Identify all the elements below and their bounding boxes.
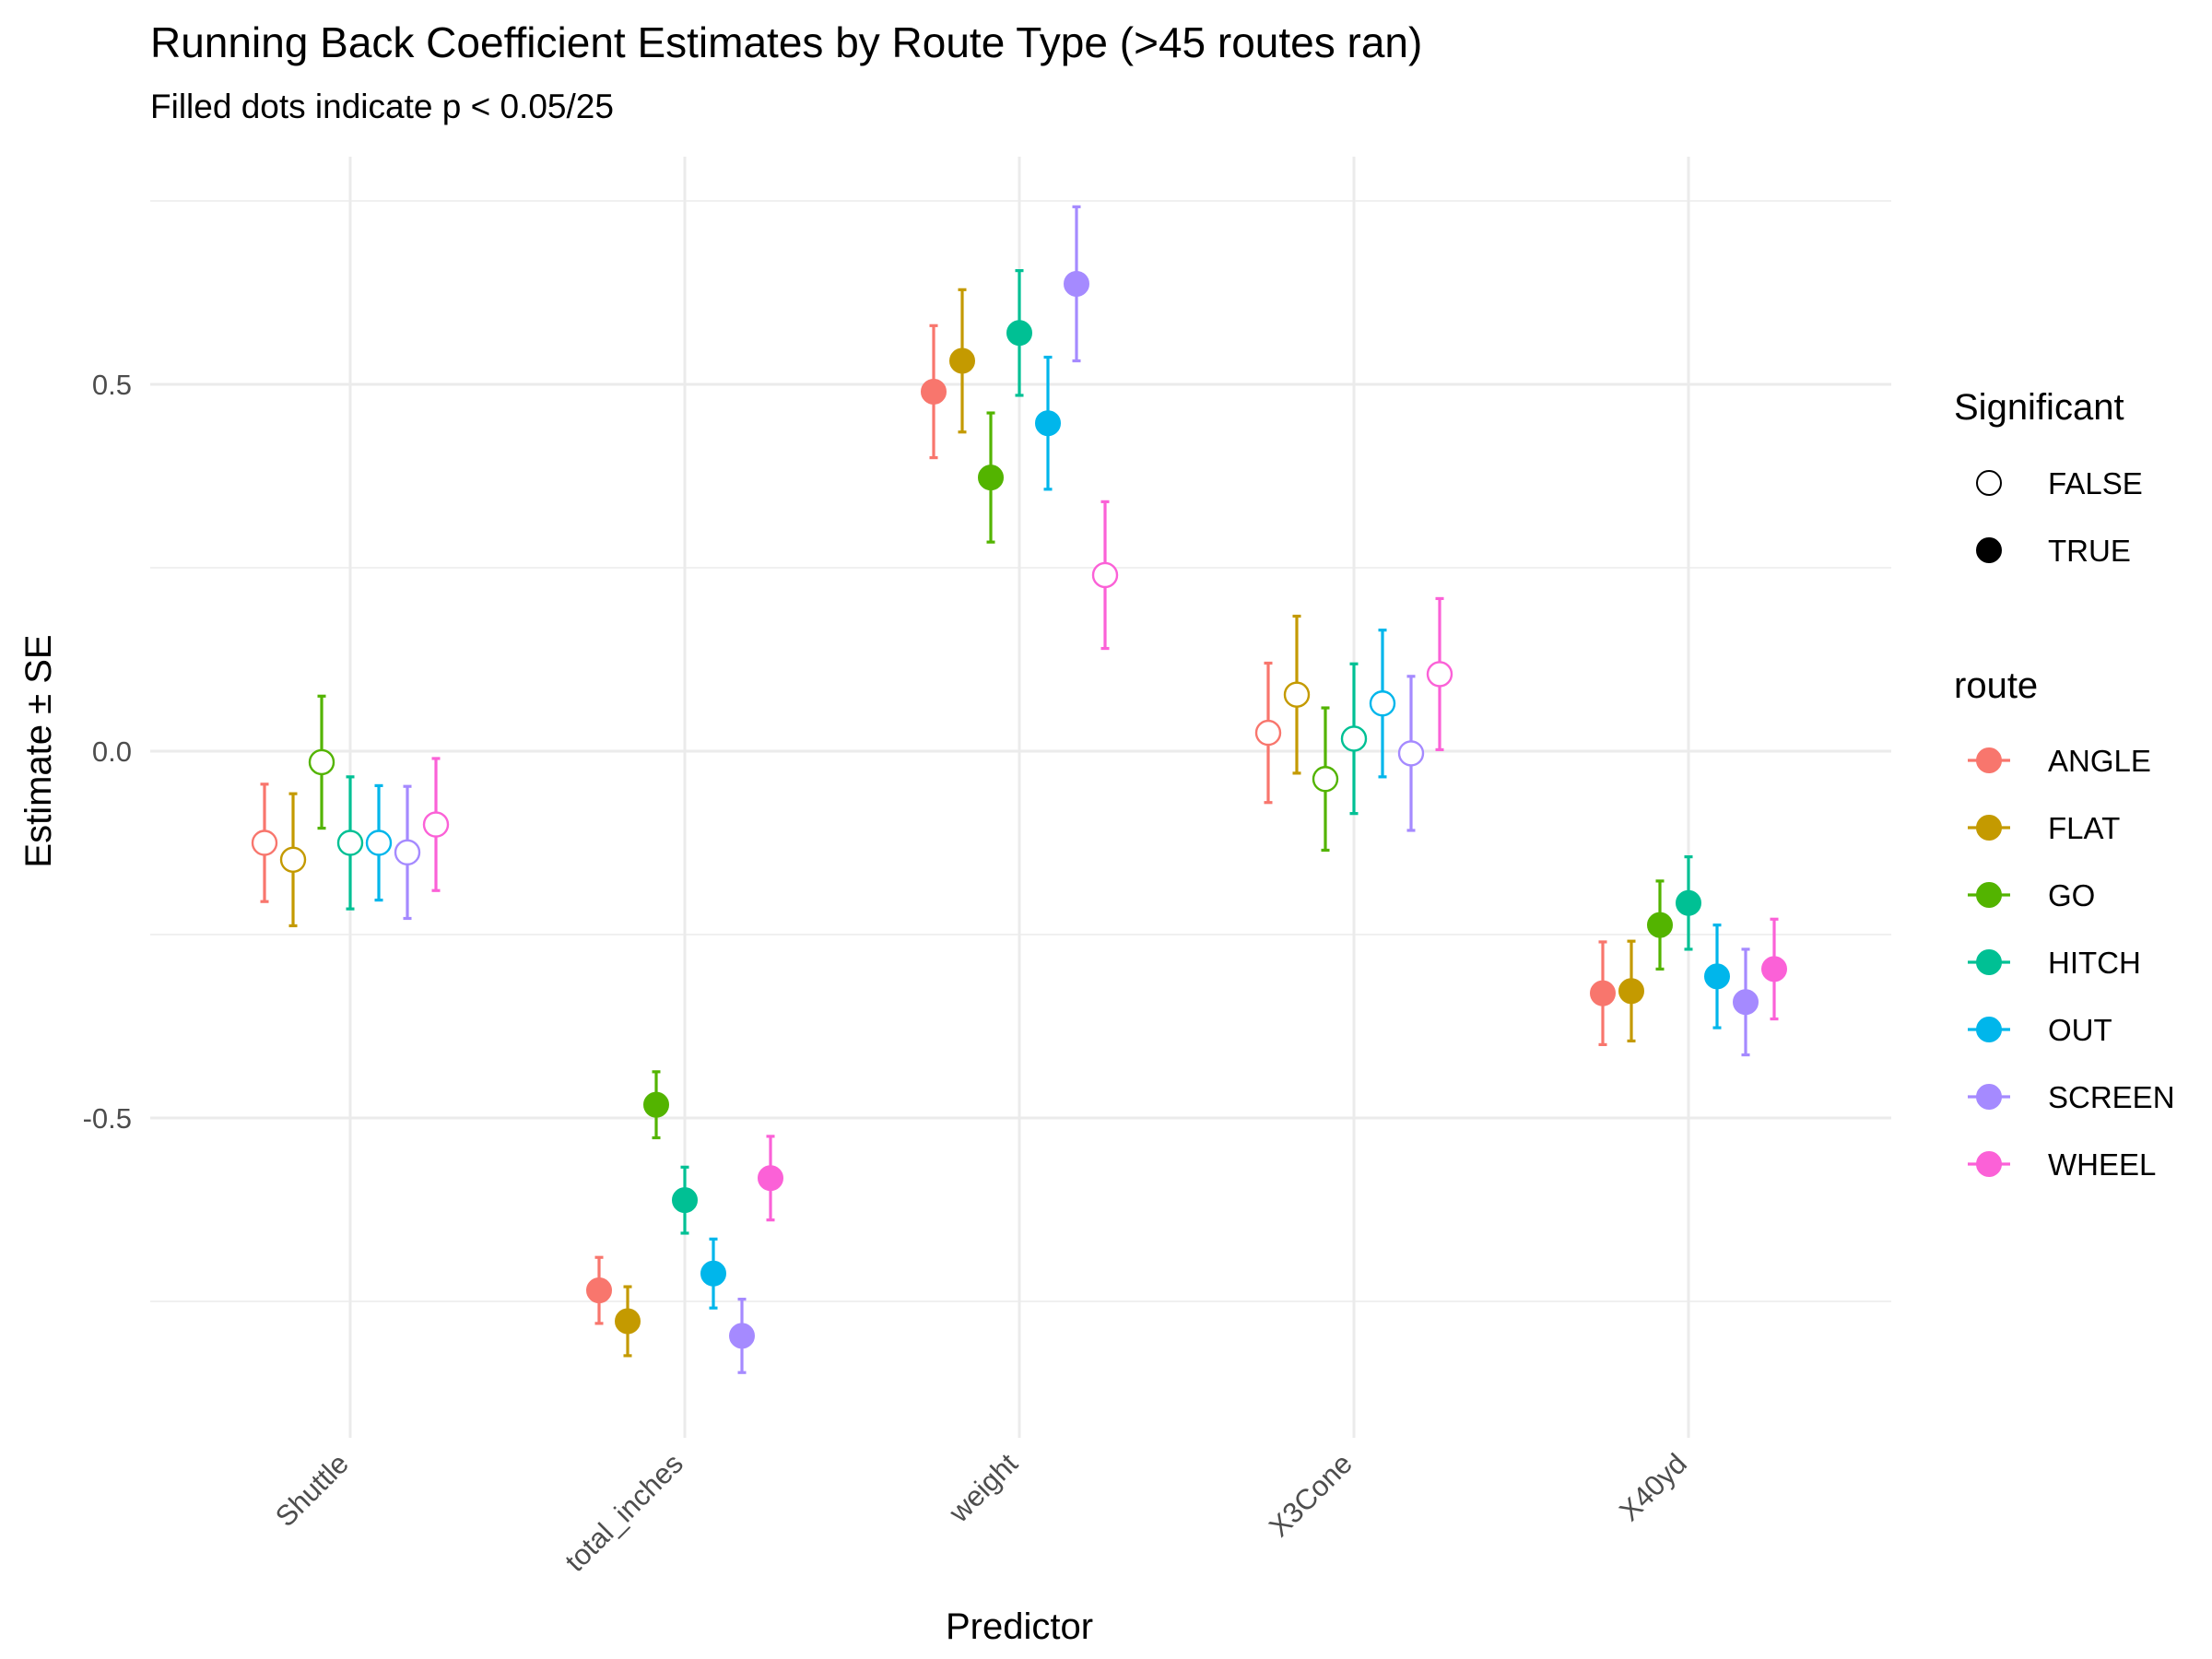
series-go xyxy=(308,411,1673,1140)
estimate-point xyxy=(1676,889,1701,916)
estimate-point xyxy=(700,1260,726,1287)
y-axis-title: Estimate ± SE xyxy=(18,634,59,867)
x-tick-labels: Shuttle total_inches weight X3Cone X40yd xyxy=(269,1447,1693,1578)
x-tick-label: Shuttle xyxy=(269,1447,355,1533)
estimate-point xyxy=(1761,956,1787,982)
x-axis-title: Predictor xyxy=(946,1606,1093,1647)
x-tick-label: X40yd xyxy=(1613,1447,1693,1527)
chart-subtitle: Filled dots indicate p < 0.05/25 xyxy=(150,88,614,125)
estimate-point xyxy=(586,1277,612,1304)
legend-significant-title: Significant xyxy=(1954,387,2124,428)
estimate-point xyxy=(978,465,1004,491)
estimate-point xyxy=(1283,681,1311,708)
estimate-point xyxy=(921,378,947,405)
estimate-point xyxy=(365,830,393,856)
x-tick-label: weight xyxy=(942,1447,1024,1529)
x-tick-label: total_inches xyxy=(559,1447,689,1578)
series-angle xyxy=(251,324,1616,1325)
estimate-point xyxy=(643,1091,669,1118)
legend-key-dot xyxy=(1976,1017,2002,1042)
series-wheel xyxy=(422,500,1787,1222)
legend-item-out: OUT xyxy=(1968,1013,2112,1047)
legend-key-dot xyxy=(1976,1151,2002,1177)
legend-label: TRUE xyxy=(2048,534,2131,568)
grid xyxy=(150,157,1891,1438)
legend-item-wheel: WHEEL xyxy=(1968,1147,2156,1182)
legend-key-dot xyxy=(1976,815,2002,841)
estimate-point xyxy=(1006,320,1032,347)
legend-item-go: GO xyxy=(1968,878,2095,912)
estimate-point xyxy=(758,1165,783,1192)
legend-label: OUT xyxy=(2048,1013,2112,1047)
legend-route: route ANGLE FLAT GO HITCH OUT SCREEN WHEEL xyxy=(1954,665,2175,1182)
estimate-point xyxy=(1369,690,1396,717)
estimate-point xyxy=(949,347,975,374)
legend-label: HITCH xyxy=(2048,946,2141,980)
legend-item-angle: ANGLE xyxy=(1968,744,2151,778)
estimate-point xyxy=(1091,561,1119,589)
legend-label: WHEEL xyxy=(2048,1147,2156,1182)
legend-key-dot xyxy=(1976,949,2002,975)
legend-key-dot xyxy=(1976,747,2002,773)
estimate-point xyxy=(1340,725,1368,752)
series-flat xyxy=(279,288,1644,1358)
legend-item-flat: FLAT xyxy=(1968,811,2120,845)
estimate-point xyxy=(251,830,278,856)
estimate-point xyxy=(1035,410,1061,437)
estimate-point xyxy=(1064,270,1089,297)
chart-title: Running Back Coefficient Estimates by Ro… xyxy=(150,18,1422,66)
legend-filled-dot xyxy=(1976,537,2002,563)
legend-item-hitch: HITCH xyxy=(1968,946,2141,980)
estimate-point xyxy=(1312,766,1339,793)
estimate-point xyxy=(1426,661,1453,688)
estimate-point xyxy=(279,846,307,874)
estimate-point xyxy=(308,748,335,776)
estimate-point xyxy=(1254,719,1282,747)
y-tick-labels: -0.5 0.0 0.5 xyxy=(83,369,132,1135)
estimate-point xyxy=(422,811,450,838)
y-tick-label: -0.5 xyxy=(83,1102,132,1135)
series-out xyxy=(365,355,1730,1310)
estimate-point xyxy=(1397,740,1425,767)
y-tick-label: 0.0 xyxy=(92,735,132,768)
estimate-point xyxy=(729,1323,755,1349)
legend-route-title: route xyxy=(1954,665,2038,706)
data-marks xyxy=(251,205,1787,1374)
legend-key-dot xyxy=(1976,1084,2002,1110)
estimate-point xyxy=(1733,989,1759,1016)
legend-label: ANGLE xyxy=(2048,744,2151,778)
estimate-point xyxy=(615,1308,641,1335)
estimate-point xyxy=(1647,912,1673,938)
legend-item-screen: SCREEN xyxy=(1968,1080,2175,1114)
y-tick-label: 0.5 xyxy=(92,369,132,401)
series-screen xyxy=(394,205,1759,1374)
x-tick-label: X3Cone xyxy=(1263,1447,1359,1543)
estimate-point xyxy=(1618,978,1644,1005)
legend-key-dot xyxy=(1976,882,2002,908)
estimate-point xyxy=(336,830,364,856)
series-hitch xyxy=(336,269,1701,1235)
legend-label: FLAT xyxy=(2048,811,2120,845)
estimate-point xyxy=(1704,963,1730,990)
legend-label: SCREEN xyxy=(2048,1080,2175,1114)
legend-hollow-dot xyxy=(1976,470,2002,496)
legend-label: FALSE xyxy=(2048,466,2143,500)
estimate-point xyxy=(1590,980,1616,1006)
estimate-point xyxy=(672,1187,698,1214)
legend-label: GO xyxy=(2048,878,2095,912)
estimate-point xyxy=(394,839,421,866)
legend-significant: Significant FALSE TRUE xyxy=(1954,387,2143,568)
